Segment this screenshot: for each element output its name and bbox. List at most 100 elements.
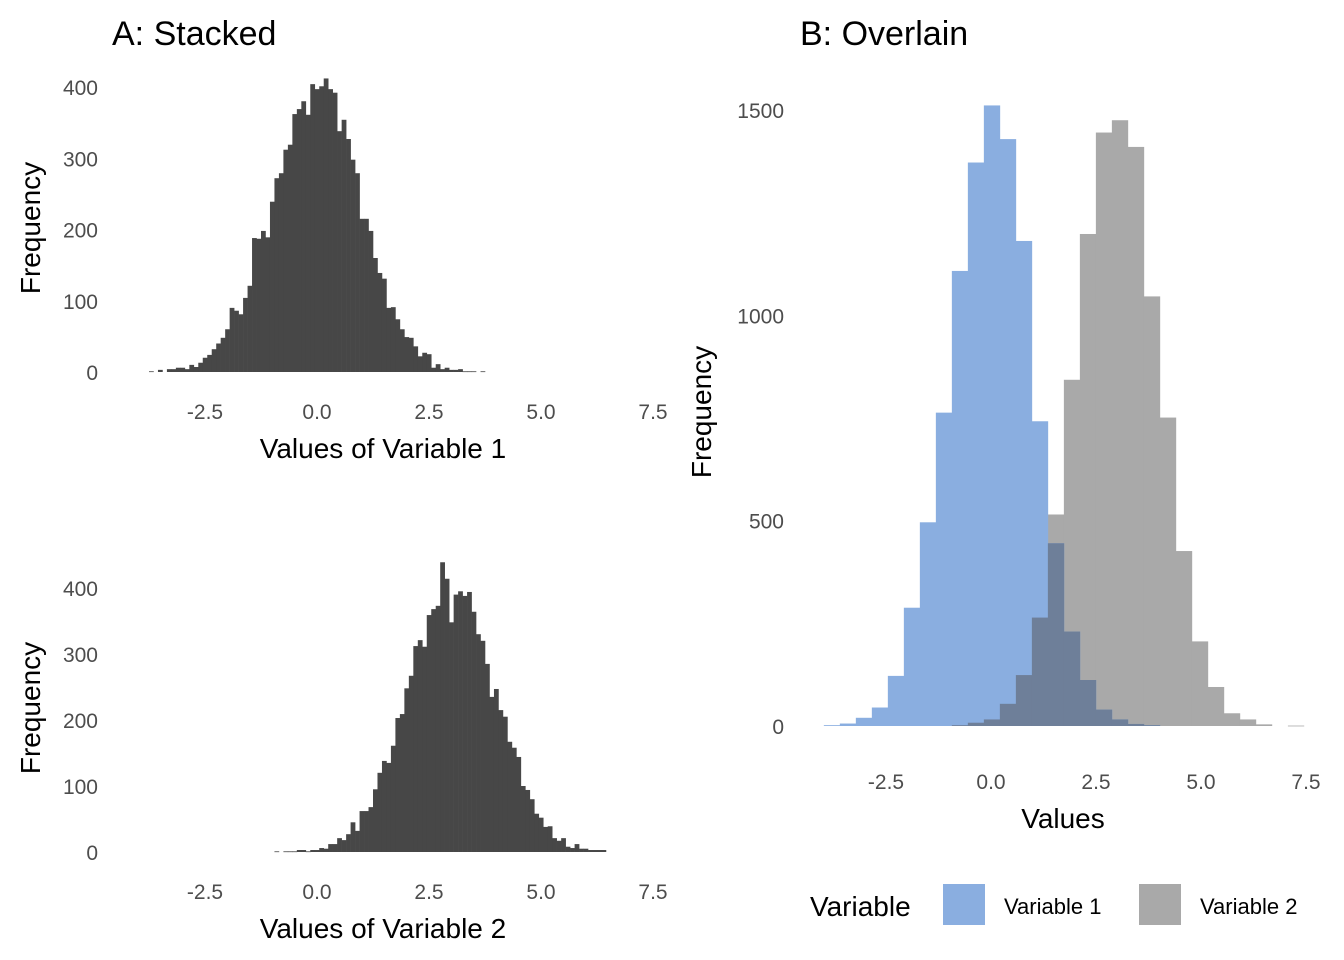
legend-key-variable-2 <box>1139 884 1181 925</box>
histogram-bar <box>359 218 365 372</box>
histogram-bar <box>184 369 190 372</box>
histogram-bar-variable-1 <box>1015 240 1033 726</box>
histogram-bar <box>198 362 204 372</box>
panel-a-bottom-y-tick-label: 400 <box>63 578 98 601</box>
histogram-bar <box>467 371 472 373</box>
histogram-bar <box>355 830 360 852</box>
histogram-bar-overlap <box>999 703 1017 726</box>
histogram-bar-variable-2 <box>1159 417 1177 726</box>
histogram-bar <box>337 838 342 852</box>
histogram-bar <box>426 615 432 852</box>
histogram-bar-overlap <box>1063 631 1081 726</box>
histogram-bar <box>453 369 459 372</box>
histogram-bar-variable-2 <box>1143 296 1161 726</box>
histogram-bar <box>328 844 333 852</box>
panel-a-top-y-tick-label: 200 <box>63 220 98 243</box>
histogram-bar <box>373 258 378 372</box>
histogram-bar <box>417 356 423 372</box>
histogram-bar <box>256 238 262 372</box>
panel-b-y-tick-label: 1000 <box>737 305 784 328</box>
histogram-bar <box>310 850 316 852</box>
histogram-bar-variable-2 <box>1287 725 1305 727</box>
panel-a-bottom-x-tick-label: -2.5 <box>187 881 223 904</box>
histogram-bar <box>579 848 584 852</box>
histogram-bar-variable-1 <box>951 270 969 726</box>
histogram-bar-variable-1 <box>903 607 921 726</box>
histogram-bar-overlap <box>1031 617 1049 726</box>
histogram-bar-variable-1 <box>871 707 889 726</box>
histogram-bar <box>364 811 369 852</box>
histogram-bar <box>525 789 531 852</box>
histogram-bar <box>467 591 472 852</box>
panel-b-y-tick-label: 0 <box>772 716 784 739</box>
histogram-bar <box>561 838 566 852</box>
histogram-bar <box>261 230 266 372</box>
histogram-bar <box>471 371 477 373</box>
histogram-bar <box>243 297 248 372</box>
histogram-bar <box>431 367 437 372</box>
histogram-bar-variable-2 <box>1191 641 1209 726</box>
histogram-bar <box>332 844 338 852</box>
histogram-bar <box>296 850 302 852</box>
histogram-bar <box>480 640 486 852</box>
histogram-bar <box>350 822 356 852</box>
histogram-bar <box>301 850 307 852</box>
histogram-bar <box>341 119 347 373</box>
histogram-bar <box>341 840 347 852</box>
histogram-bar <box>157 369 163 372</box>
panel-a-top-y-tick-label: 100 <box>63 291 98 314</box>
panel-a-top-x-tick-label: 7.5 <box>638 401 667 424</box>
histogram-bar <box>238 314 244 372</box>
panel-b-plot: -2.5 0.0 2.5 5.0 7.5 0 500 1000 1500 <box>737 100 1320 794</box>
histogram-bar <box>574 844 580 852</box>
panel-a-bottom-x-tick-label: 7.5 <box>638 881 667 904</box>
histogram-bar <box>485 663 490 852</box>
histogram-bar <box>592 850 598 852</box>
histogram-bar <box>301 101 307 372</box>
histogram-bar <box>538 817 544 852</box>
legend-label-variable-2: Variable 2 <box>1200 894 1297 919</box>
histogram-bar <box>292 114 298 372</box>
histogram-bar <box>355 173 360 372</box>
histogram-bar <box>319 848 325 852</box>
histogram-bar <box>529 799 535 852</box>
histogram-bar-variable-2 <box>1239 719 1257 726</box>
panel-a-top-x-tick-label: 2.5 <box>414 401 443 424</box>
histogram-bar <box>381 278 387 372</box>
histogram-bar <box>346 139 351 372</box>
histogram-bar <box>283 149 289 372</box>
histogram-bar <box>440 369 445 372</box>
histogram-bar <box>422 646 428 852</box>
histogram-bar <box>265 237 271 372</box>
histogram-bar-variable-2 <box>1175 551 1193 726</box>
histogram-bar-variable-2 <box>1095 132 1113 726</box>
legend-title: Variable <box>810 891 911 922</box>
histogram-bar <box>381 760 387 852</box>
panel-a-bottom-y-tick-label: 0 <box>86 842 98 865</box>
histogram-bar-overlap <box>967 722 985 726</box>
panel-b-x-tick-label: 2.5 <box>1081 771 1110 794</box>
histogram-bar <box>269 201 275 372</box>
histogram-bar <box>489 696 495 852</box>
histogram-bar <box>520 786 526 852</box>
histogram-bar <box>149 371 154 373</box>
panel-a-bottom-y-tick-label: 200 <box>63 710 98 733</box>
histogram-bar <box>274 178 280 372</box>
histogram-bar <box>189 364 195 372</box>
panel-b-y-tick-label: 1500 <box>737 100 784 123</box>
panel-a-top-y-tick-label: 400 <box>63 77 98 100</box>
panel-b-xlabel: Values <box>1021 803 1105 834</box>
histogram-bar <box>171 369 177 372</box>
histogram-bar-variable-2 <box>1127 146 1145 727</box>
panel-a-bottom-y-tick-label: 300 <box>63 644 98 667</box>
histogram-bar <box>507 741 513 852</box>
histogram-bar <box>390 307 396 372</box>
histogram-bar <box>274 851 280 853</box>
histogram-bar <box>252 238 257 372</box>
panel-a-bottom-ylabel: Frequency <box>15 642 46 774</box>
histogram-bar <box>404 688 410 852</box>
histogram-bar-variable-1 <box>999 139 1017 727</box>
histogram-bar <box>287 144 293 372</box>
histogram-bar-variable-1 <box>935 412 953 726</box>
